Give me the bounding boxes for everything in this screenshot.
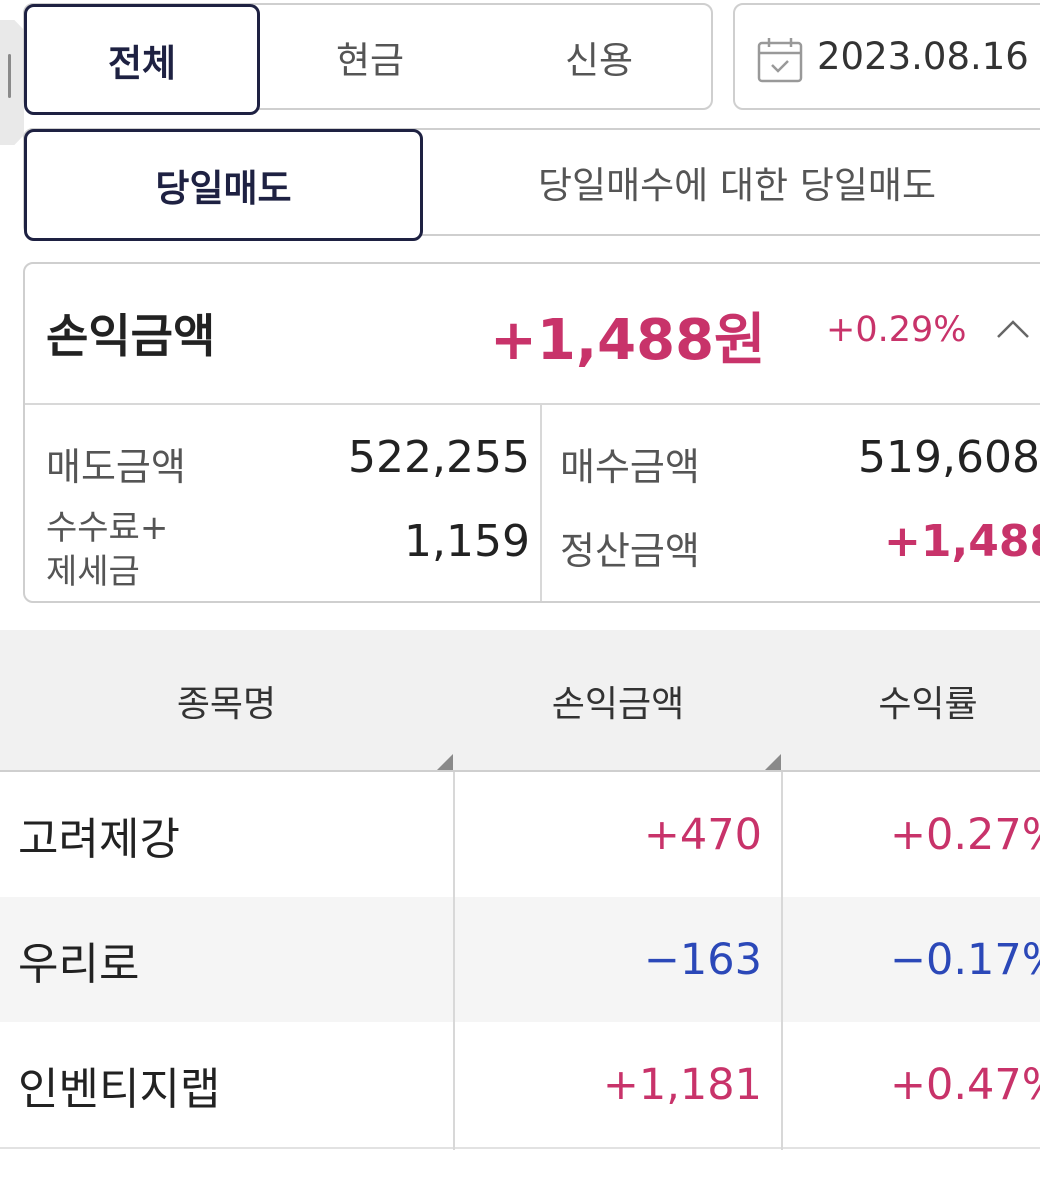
- buy-amount-value: 519,608: [858, 432, 1040, 483]
- pnl-rate: +0.29%: [826, 310, 967, 350]
- grip-icon: [8, 54, 11, 98]
- card-divider-vertical: [540, 405, 542, 601]
- tab-same-day-sell[interactable]: 당일매도: [24, 129, 423, 241]
- header-rate[interactable]: 수익률: [783, 630, 1040, 772]
- tab-all[interactable]: 전체: [24, 4, 260, 115]
- chevron-up-icon[interactable]: [996, 318, 1030, 340]
- fee-tax-label-line1: 수수료+: [46, 508, 169, 548]
- side-panel-handle[interactable]: [0, 20, 24, 145]
- table-row[interactable]: 고려제강 +470 +0.27%: [0, 772, 1040, 899]
- stock-pnl: +1,181: [602, 1059, 762, 1110]
- pnl-label: 손익금액: [46, 309, 216, 363]
- tab-same-day-sell-label: 당일매도: [155, 167, 292, 210]
- date-value: 2023.08.16: [817, 35, 1029, 78]
- fee-tax-value: 1,159: [404, 516, 530, 567]
- column-resize-icon[interactable]: [765, 754, 781, 770]
- stock-rate: +0.47%: [890, 1059, 1040, 1110]
- stock-name: 우리로: [18, 938, 140, 990]
- column-divider: [781, 772, 783, 1150]
- tab-credit-label: 신용: [564, 38, 634, 82]
- stock-name: 인벤티지랩: [18, 1063, 221, 1115]
- fee-tax-label-line2: 제세금: [46, 552, 140, 592]
- sell-amount-value: 522,255: [348, 432, 530, 483]
- header-pnl[interactable]: 손익금액: [455, 630, 781, 772]
- stock-rate: −0.17%: [890, 934, 1040, 985]
- settlement-value: +1,488: [884, 516, 1040, 567]
- table-row[interactable]: 우리로 −163 −0.17%: [0, 897, 1040, 1024]
- card-divider: [25, 403, 1040, 405]
- sell-type-tabs: 당일매도 당일매수에 대한 당일매도: [23, 128, 1040, 241]
- sell-amount-label: 매도금액: [46, 445, 186, 489]
- header-rate-label: 수익률: [878, 684, 978, 725]
- buy-amount-label: 매수금액: [560, 445, 700, 489]
- settlement-label: 정산금액: [560, 529, 700, 573]
- tab-credit[interactable]: 신용: [485, 5, 713, 108]
- account-type-tabs: 전체 현금 신용: [23, 3, 713, 115]
- header-name[interactable]: 종목명: [0, 630, 453, 772]
- table-header: 종목명 손익금액 수익률: [0, 630, 1040, 772]
- tab-same-day-sell-of-buy-label: 당일매수에 대한 당일매도: [538, 164, 936, 207]
- tab-all-label: 전체: [107, 41, 177, 85]
- header-name-label: 종목명: [176, 684, 277, 725]
- tab-cash[interactable]: 현금: [255, 5, 485, 108]
- column-resize-icon[interactable]: [437, 754, 453, 770]
- date-picker[interactable]: 2023.08.16: [733, 3, 1040, 110]
- header-pnl-label: 손익금액: [551, 684, 685, 725]
- calendar-icon: [757, 38, 803, 83]
- column-divider: [453, 772, 455, 1150]
- pnl-value: +1,488원: [490, 308, 766, 373]
- stock-pnl: +470: [643, 809, 762, 860]
- stock-name: 고려제강: [18, 813, 180, 865]
- stock-pnl: −163: [643, 934, 762, 985]
- table-row[interactable]: 인벤티지랩 +1,181 +0.47%: [0, 1022, 1040, 1149]
- tab-cash-label: 현금: [335, 38, 405, 82]
- stock-rate: +0.27%: [890, 809, 1040, 860]
- summary-card: [23, 262, 1040, 603]
- tab-same-day-sell-of-buy[interactable]: 당일매수에 대한 당일매도: [417, 130, 1040, 234]
